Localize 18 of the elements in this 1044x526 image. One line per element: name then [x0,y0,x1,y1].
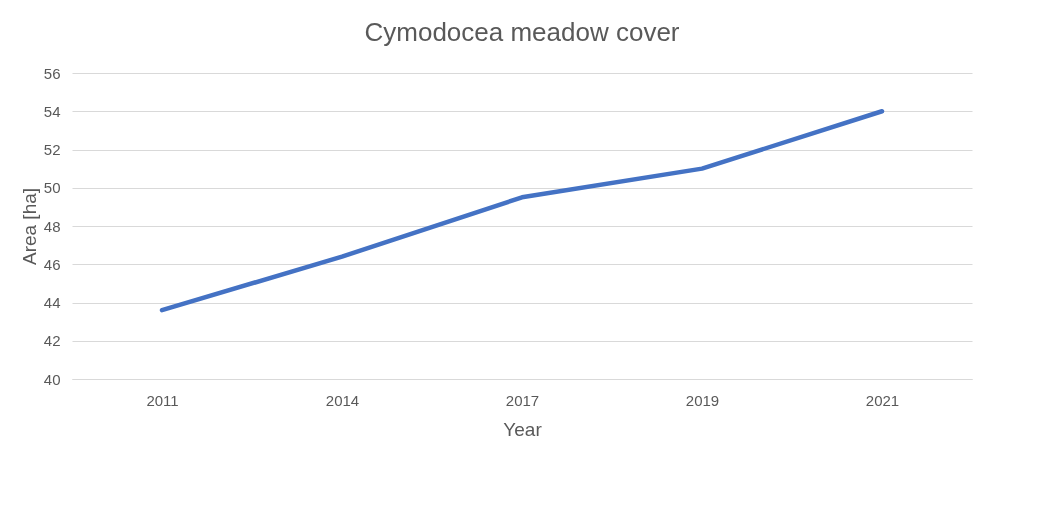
line-series [159,109,885,313]
x-tick-label: 2017 [505,391,540,409]
y-tick-label: 46 [43,255,61,273]
x-tick-label: 2014 [325,391,360,409]
x-tick-label: 2019 [685,391,720,409]
x-tick-label: 2011 [146,391,179,409]
y-tick-label: 56 [43,64,61,82]
y-tick-label: 52 [43,141,61,158]
x-axis-title: Year [503,418,543,440]
chart-title: Cymodocea meadow cover [364,17,680,47]
x-tick-label: 2021 [865,391,900,409]
y-tick-label: 44 [43,294,61,311]
y-tick-label: 42 [43,332,61,350]
y-axis-title: Area [ha] [18,187,40,266]
y-tick-label: 40 [43,370,61,388]
y-tick-label: 48 [43,217,61,235]
y-tick-label: 54 [43,102,61,120]
y-tick-label: 50 [43,179,61,197]
